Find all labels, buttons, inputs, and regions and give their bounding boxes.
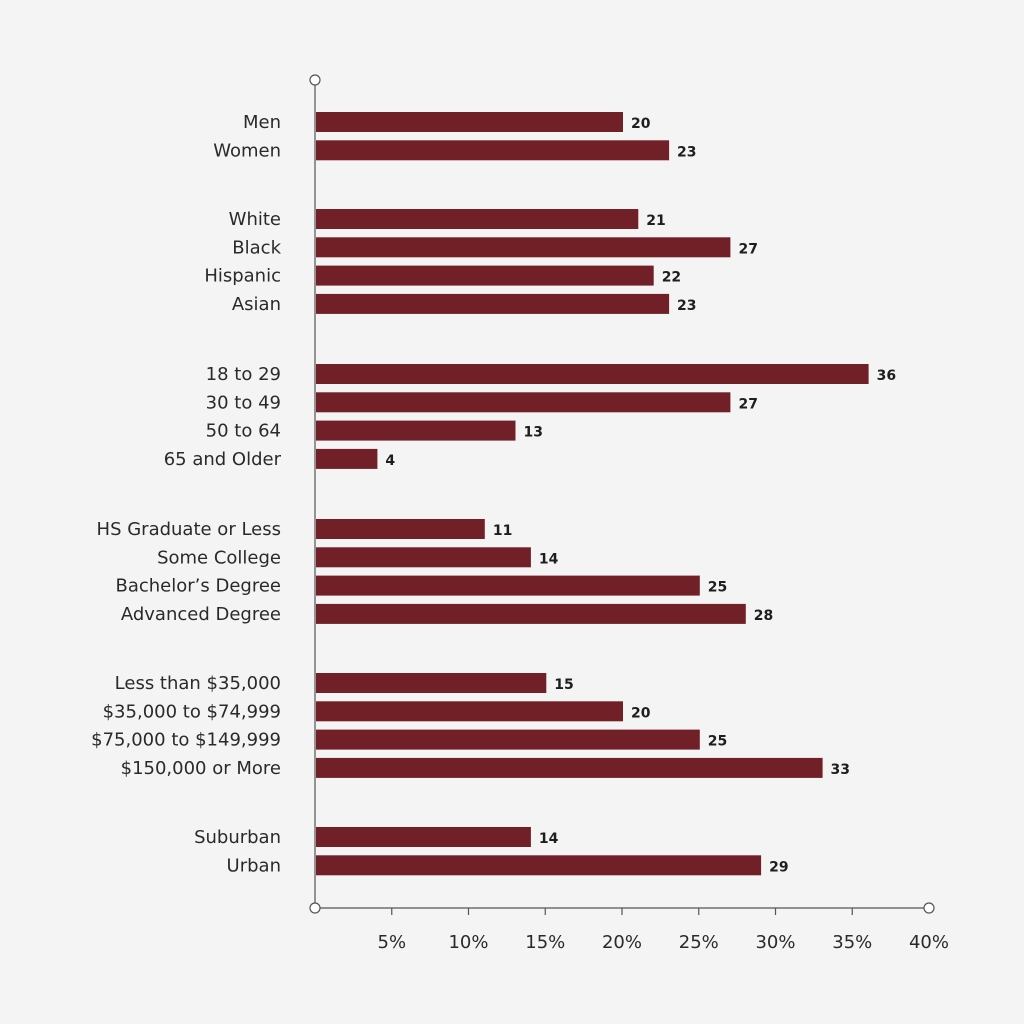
x-tick-label: 30% <box>755 932 795 953</box>
category-label: HS Graduate or Less <box>97 519 281 540</box>
bar <box>316 855 762 876</box>
category-label: Asian <box>232 294 281 315</box>
data-label: 13 <box>524 425 543 441</box>
bar <box>316 757 823 778</box>
category-label: $35,000 to $74,999 <box>103 701 281 722</box>
bar <box>316 209 639 229</box>
data-label: 21 <box>646 213 665 229</box>
data-label: 14 <box>539 551 559 567</box>
category-label: 65 and Older <box>164 449 282 470</box>
axis-origin-cap <box>309 902 321 914</box>
x-tick-label: 25% <box>679 932 719 953</box>
data-label: 29 <box>769 859 788 875</box>
bar <box>316 420 516 441</box>
data-label: 14 <box>539 831 559 847</box>
bar <box>316 448 378 469</box>
x-tick-label: 20% <box>602 932 642 953</box>
data-label: 36 <box>877 368 896 384</box>
category-label: Suburban <box>194 827 281 848</box>
bar <box>316 673 547 693</box>
bar <box>316 265 654 286</box>
bar <box>316 701 623 722</box>
data-label: 4 <box>385 453 395 469</box>
bar <box>316 827 531 847</box>
data-label: 33 <box>831 762 850 778</box>
data-label: 22 <box>662 270 681 286</box>
data-label: 23 <box>677 298 696 314</box>
category-label: Hispanic <box>204 266 281 287</box>
bar <box>316 729 700 750</box>
category-label: 30 to 49 <box>206 392 281 413</box>
bar <box>316 140 670 161</box>
data-label: 15 <box>554 677 573 693</box>
category-label: Women <box>213 140 281 161</box>
category-label: Men <box>243 112 281 133</box>
data-label: 27 <box>739 396 758 412</box>
bar <box>316 392 731 413</box>
data-label: 28 <box>754 608 773 624</box>
category-label: 50 to 64 <box>206 421 281 442</box>
category-label: Advanced Degree <box>121 604 281 625</box>
category-label: Some College <box>157 547 281 568</box>
x-tick-label: 35% <box>832 932 872 953</box>
bar <box>316 519 485 539</box>
data-label: 11 <box>493 523 512 539</box>
x-axis-end-cap <box>923 902 935 914</box>
bar <box>316 293 670 314</box>
category-label: $150,000 or More <box>121 758 281 779</box>
bar <box>316 575 700 596</box>
bar <box>316 237 731 258</box>
x-tick-label: 15% <box>525 932 565 953</box>
x-tick-label: 40% <box>909 932 949 953</box>
category-label: Black <box>232 237 281 258</box>
category-label: Urban <box>227 855 281 876</box>
category-label: Less than $35,000 <box>115 673 281 694</box>
x-tick-label: 5% <box>378 932 407 953</box>
data-label: 25 <box>708 734 727 750</box>
bar <box>316 547 531 568</box>
bar <box>316 603 746 624</box>
data-label: 27 <box>739 241 758 257</box>
data-label: 23 <box>677 144 696 160</box>
y-axis-end-cap <box>309 74 321 86</box>
category-label: $75,000 to $149,999 <box>91 730 281 751</box>
x-tick-label: 10% <box>448 932 488 953</box>
data-label: 20 <box>631 705 651 721</box>
bar <box>316 112 623 132</box>
category-label: 18 to 29 <box>206 364 281 385</box>
data-label: 20 <box>631 116 651 132</box>
category-label: Bachelor’s Degree <box>115 576 281 597</box>
data-label: 25 <box>708 580 727 596</box>
bar <box>316 364 869 384</box>
category-label: White <box>229 209 281 230</box>
